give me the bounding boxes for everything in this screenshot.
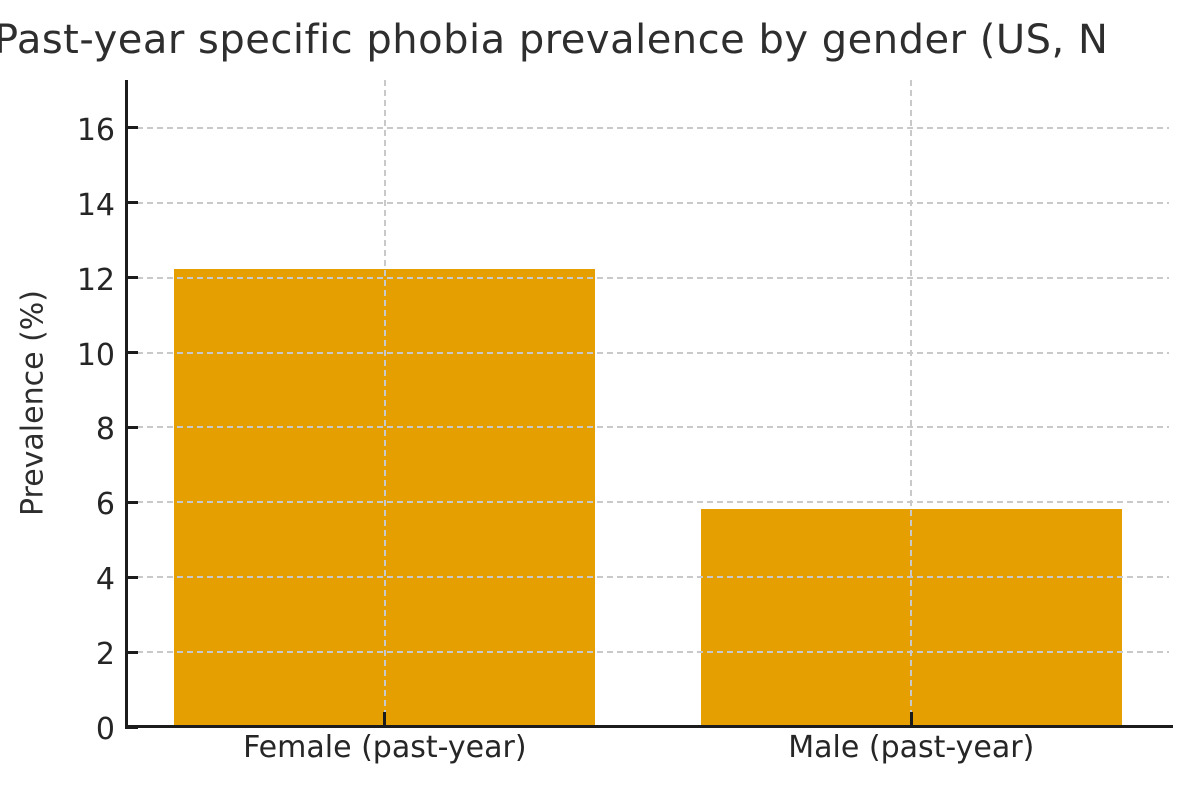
plot-area — [125, 80, 1173, 729]
y-tick-label-14: 14 — [76, 187, 115, 223]
chart-title: Past-year specific phobia prevalence by … — [0, 17, 1109, 63]
y-tick-label-12: 12 — [76, 262, 115, 298]
y-tick-12 — [128, 276, 138, 280]
x-tick-label-1: Male (past-year) — [788, 730, 1035, 765]
h-gridline-6 — [127, 501, 1169, 504]
x-tick-0 — [383, 712, 387, 725]
y-tick-label-10: 10 — [76, 337, 115, 373]
h-gridline-8 — [127, 426, 1169, 429]
x-axis-spine — [125, 725, 1173, 728]
y-axis-spine — [125, 80, 128, 729]
h-gridline-10 — [127, 351, 1169, 354]
y-tick-8 — [128, 425, 138, 429]
y-tick-2 — [128, 650, 138, 654]
y-axis-label: Prevalence (%) — [15, 289, 51, 517]
y-tick-label-2: 2 — [95, 637, 115, 673]
y-tick-6 — [128, 500, 138, 504]
h-gridline-4 — [127, 576, 1169, 579]
y-tick-0 — [128, 725, 138, 729]
h-gridline-2 — [127, 651, 1169, 654]
y-tick-label-6: 6 — [95, 487, 115, 523]
y-tick-label-4: 4 — [95, 562, 115, 598]
y-tick-label-0: 0 — [95, 712, 115, 747]
v-gridline-0 — [383, 80, 386, 727]
h-gridline-12 — [127, 276, 1169, 279]
h-gridline-14 — [127, 201, 1169, 204]
y-tick-label-16: 16 — [76, 112, 115, 148]
x-tick-label-0: Female (past-year) — [243, 730, 527, 765]
y-tick-4 — [128, 575, 138, 579]
y-tick-16 — [128, 126, 138, 130]
y-tick-14 — [128, 201, 138, 205]
y-tick-10 — [128, 351, 138, 355]
y-tick-label-8: 8 — [95, 412, 115, 448]
v-gridline-1 — [910, 80, 913, 727]
x-tick-1 — [909, 712, 913, 725]
h-gridline-16 — [127, 126, 1169, 129]
